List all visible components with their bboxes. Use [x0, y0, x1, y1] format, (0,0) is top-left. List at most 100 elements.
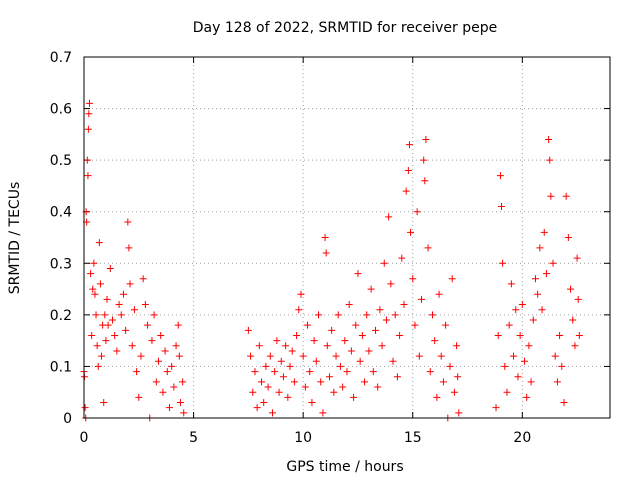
data-point	[556, 331, 564, 339]
data-point	[553, 378, 561, 386]
data-point	[503, 388, 511, 396]
y-tick-label: 0	[63, 411, 72, 427]
data-point	[345, 301, 353, 309]
data-point	[389, 357, 397, 365]
data-point	[126, 280, 134, 288]
data-point	[358, 331, 366, 339]
data-point	[529, 316, 537, 324]
data-point	[428, 311, 436, 319]
data-point	[113, 347, 121, 355]
y-tick-label: 0.3	[50, 256, 72, 272]
data-point	[339, 383, 347, 391]
data-point	[409, 275, 417, 283]
y-tick-label: 0.2	[50, 308, 72, 324]
data-point	[165, 404, 173, 412]
data-point	[454, 373, 462, 381]
data-point	[81, 404, 89, 412]
data-point	[363, 311, 371, 319]
data-point	[518, 301, 526, 309]
data-point	[260, 399, 268, 407]
data-point	[258, 378, 266, 386]
data-point	[163, 368, 171, 376]
data-point	[380, 259, 388, 267]
data-point	[393, 373, 401, 381]
data-point	[266, 352, 274, 360]
data-point	[84, 172, 92, 180]
data-point	[299, 352, 307, 360]
data-point	[273, 337, 281, 345]
data-point	[574, 295, 582, 303]
data-point	[247, 352, 255, 360]
y-tick-label: 0.5	[50, 153, 72, 169]
x-tick-labels: 0 5 10 15 20	[80, 430, 532, 446]
y-axis-label: SRMTID / TECUs	[7, 182, 23, 295]
data-point	[101, 311, 109, 319]
data-point	[361, 378, 369, 386]
data-point	[560, 399, 568, 407]
data-point	[369, 368, 377, 376]
data-point	[365, 347, 373, 355]
data-point	[391, 311, 399, 319]
data-point	[573, 254, 581, 262]
data-point	[411, 321, 419, 329]
data-point	[93, 342, 101, 350]
data-point	[446, 362, 454, 370]
y-tick-label: 0.1	[50, 359, 72, 375]
y-tick-label: 0.4	[50, 205, 72, 221]
data-point	[332, 352, 340, 360]
data-point	[84, 125, 92, 133]
data-point	[415, 352, 423, 360]
data-point	[319, 409, 327, 417]
y-tick-labels: 0 0.1 0.2 0.3 0.4 0.5 0.6 0.7	[50, 50, 72, 427]
data-point	[569, 316, 577, 324]
data-point	[400, 301, 408, 309]
x-tick-label: 5	[189, 430, 198, 446]
data-point	[286, 362, 294, 370]
data-point	[98, 352, 106, 360]
data-point	[371, 326, 379, 334]
data-point	[96, 280, 104, 288]
data-point	[431, 337, 439, 345]
data-point	[161, 347, 169, 355]
data-point	[376, 306, 384, 314]
data-point	[510, 352, 518, 360]
data-point	[571, 342, 579, 350]
data-point	[148, 337, 156, 345]
plot-frame	[83, 56, 611, 419]
data-point	[325, 373, 333, 381]
data-point	[420, 156, 428, 164]
data-point	[527, 378, 535, 386]
data-point	[322, 249, 330, 257]
data-point	[244, 326, 252, 334]
data-point	[317, 378, 325, 386]
data-point	[426, 368, 434, 376]
data-point	[448, 275, 456, 283]
data-point	[343, 368, 351, 376]
x-tick-label: 15	[404, 430, 422, 446]
data-point	[125, 244, 133, 252]
data-point	[492, 404, 500, 412]
data-point	[421, 177, 429, 185]
data-point	[512, 306, 520, 314]
data-point	[104, 321, 112, 329]
data-point	[152, 378, 160, 386]
data-point	[450, 388, 458, 396]
data-point	[407, 228, 415, 236]
data-point	[304, 321, 312, 329]
data-point	[262, 362, 270, 370]
data-point	[336, 362, 344, 370]
data-point	[378, 342, 386, 350]
data-point	[115, 301, 123, 309]
data-point	[172, 342, 180, 350]
data-point	[253, 404, 261, 412]
data-point	[402, 187, 410, 195]
data-points	[80, 99, 583, 422]
data-point	[374, 383, 382, 391]
data-point	[422, 136, 430, 144]
data-point	[85, 110, 93, 118]
data-point	[521, 357, 529, 365]
data-point	[330, 388, 338, 396]
data-point	[103, 295, 111, 303]
data-point	[155, 357, 163, 365]
data-point	[347, 347, 355, 355]
